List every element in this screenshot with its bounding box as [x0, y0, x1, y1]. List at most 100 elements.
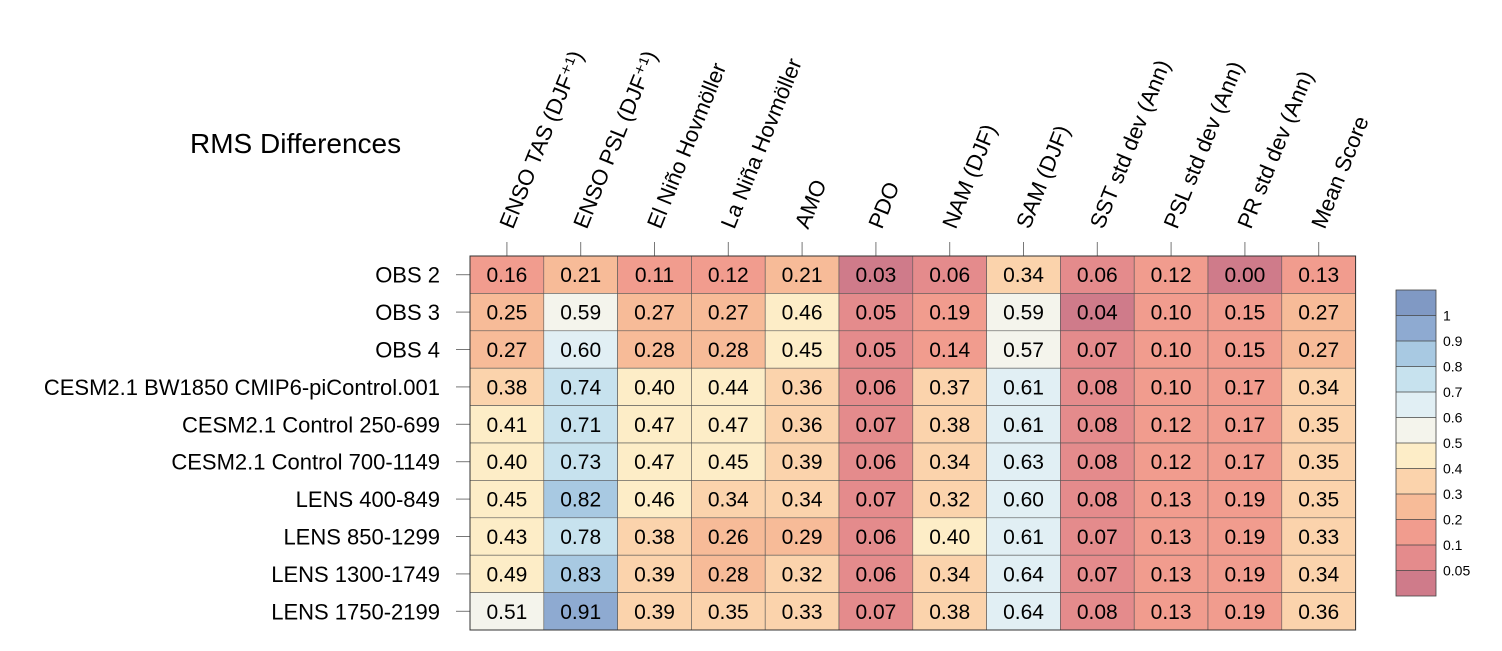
cell-value: 0.13	[1151, 526, 1192, 549]
heatmap-cell	[543, 554, 618, 593]
cell-value: 0.19	[1224, 601, 1265, 624]
cell-value: 0.07	[1077, 563, 1118, 586]
cell-value: 0.38	[929, 414, 970, 437]
colorbar-label: 1	[1443, 308, 1451, 324]
heatmap-cell	[764, 592, 840, 631]
cell-value: 0.06	[855, 451, 896, 474]
colorbar-label: 0.2	[1443, 512, 1463, 528]
heatmap-cell	[1207, 480, 1283, 519]
cell-value: 0.08	[1077, 376, 1118, 399]
cell-value: 0.91	[560, 601, 601, 624]
cell-value: 0.43	[486, 526, 527, 549]
cell-value: 0.21	[560, 264, 601, 287]
cell-value: 0.39	[782, 451, 823, 474]
cell-value: 0.21	[782, 264, 823, 287]
heatmap-cell	[838, 330, 914, 369]
cell-value: 0.17	[1224, 376, 1265, 399]
colorbar-swatch	[1396, 341, 1436, 367]
cell-value: 0.27	[634, 302, 675, 325]
column-label: El Niño Hovmöller	[642, 59, 731, 232]
cell-value: 0.39	[634, 601, 675, 624]
heatmap-cell	[912, 480, 987, 519]
heatmap-cell	[986, 442, 1061, 481]
heatmap-cell	[1060, 554, 1135, 593]
cell-value: 0.36	[782, 414, 823, 437]
heatmap-cells	[469, 255, 1356, 631]
cell-value: 0.63	[1003, 451, 1044, 474]
heatmap-cell	[912, 517, 987, 556]
cell-value: 0.34	[929, 563, 970, 586]
cell-value: 0.74	[560, 376, 601, 399]
heatmap-cell	[691, 442, 766, 481]
cell-value: 0.41	[486, 414, 527, 437]
colorbar-swatch	[1396, 417, 1436, 443]
cell-value: 0.13	[1151, 489, 1192, 512]
chart-title: RMS Differences	[190, 128, 401, 159]
cell-value: 0.34	[929, 451, 970, 474]
heatmap-cell	[1207, 517, 1283, 556]
heatmap-cell	[1060, 517, 1135, 556]
heatmap-cell	[1207, 367, 1283, 406]
cell-value: 0.29	[782, 526, 823, 549]
heatmap-cell	[764, 517, 840, 556]
heatmap-cell	[543, 517, 618, 556]
cell-value: 0.28	[708, 339, 749, 362]
column-label: NAM (DJF)	[937, 121, 1001, 232]
heatmap-cell	[838, 517, 914, 556]
cell-value: 0.61	[1003, 526, 1044, 549]
colorbar-label: 0.9	[1443, 333, 1463, 349]
heatmap-cell	[1133, 480, 1209, 519]
heatmap-cell	[986, 293, 1061, 332]
colorbar-swatch	[1396, 366, 1436, 392]
colorbar-label: 0.7	[1443, 384, 1463, 400]
heatmap-cell	[1207, 592, 1283, 631]
heatmap-cell	[617, 330, 692, 369]
row-label: OBS 3	[375, 300, 440, 325]
colorbar-label: 0.8	[1443, 359, 1463, 375]
cell-value: 0.57	[1003, 339, 1044, 362]
cell-value: 0.33	[1298, 526, 1339, 549]
colorbar-swatch	[1396, 545, 1436, 571]
colorbar-label: 0.3	[1443, 486, 1463, 502]
heatmap-cell	[764, 405, 840, 444]
cell-value: 0.08	[1077, 451, 1118, 474]
colorbar-swatch	[1396, 315, 1436, 341]
column-label: PSL std dev (Ann)	[1159, 58, 1249, 232]
heatmap-cell	[617, 293, 692, 332]
heatmap-cell	[912, 293, 987, 332]
cell-value: 0.19	[1224, 526, 1265, 549]
cell-value: 0.40	[929, 526, 970, 549]
heatmap-cell	[912, 367, 987, 406]
cell-value: 0.04	[1077, 302, 1118, 325]
cell-value: 0.15	[1224, 339, 1265, 362]
cell-value: 0.12	[1151, 414, 1192, 437]
heatmap-cell	[912, 405, 987, 444]
heatmap-cell	[543, 293, 618, 332]
cell-value: 0.10	[1151, 376, 1192, 399]
row-label: CESM2.1 Control 700-1149	[171, 450, 440, 475]
heatmap-cell	[617, 367, 692, 406]
heatmap-cell	[838, 592, 914, 631]
cell-value: 0.12	[708, 264, 749, 287]
cell-value: 0.36	[1298, 601, 1339, 624]
cell-value: 0.34	[782, 489, 823, 512]
cell-value: 0.07	[855, 601, 896, 624]
column-label: SAM (DJF)	[1011, 122, 1075, 232]
cell-value: 0.49	[486, 563, 527, 586]
row-label: LENS 1750-2199	[271, 599, 440, 624]
cell-value: 0.38	[486, 376, 527, 399]
cell-value: 0.12	[1151, 264, 1192, 287]
colorbar-label: 0.5	[1443, 435, 1463, 451]
column-label: PR std dev (Ann)	[1232, 67, 1318, 232]
heatmap-cell	[1060, 293, 1135, 332]
heatmap-cell	[1133, 554, 1209, 593]
cell-value: 0.44	[708, 376, 749, 399]
cell-value: 0.14	[929, 339, 970, 362]
heatmap-cell	[1060, 480, 1135, 519]
heatmap-cell	[1281, 592, 1356, 631]
heatmap-cell	[617, 480, 692, 519]
heatmap-cell	[1207, 330, 1283, 369]
row-label: CESM2.1 Control 250-699	[182, 412, 440, 437]
heatmap-cell	[986, 592, 1061, 631]
cell-value: 0.03	[855, 264, 896, 287]
